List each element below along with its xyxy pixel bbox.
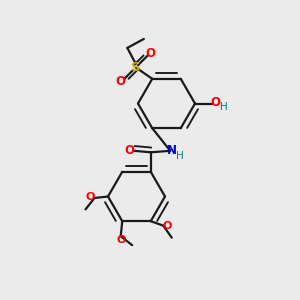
Text: O: O [124,144,134,157]
Text: O: O [163,221,172,231]
Text: S: S [131,61,141,74]
Text: H: H [176,151,184,161]
Text: O: O [86,192,95,203]
Text: O: O [210,96,220,110]
Text: N: N [167,144,177,157]
Text: O: O [116,235,125,245]
Text: O: O [146,46,156,59]
Text: H: H [220,101,228,112]
Text: O: O [116,75,125,88]
